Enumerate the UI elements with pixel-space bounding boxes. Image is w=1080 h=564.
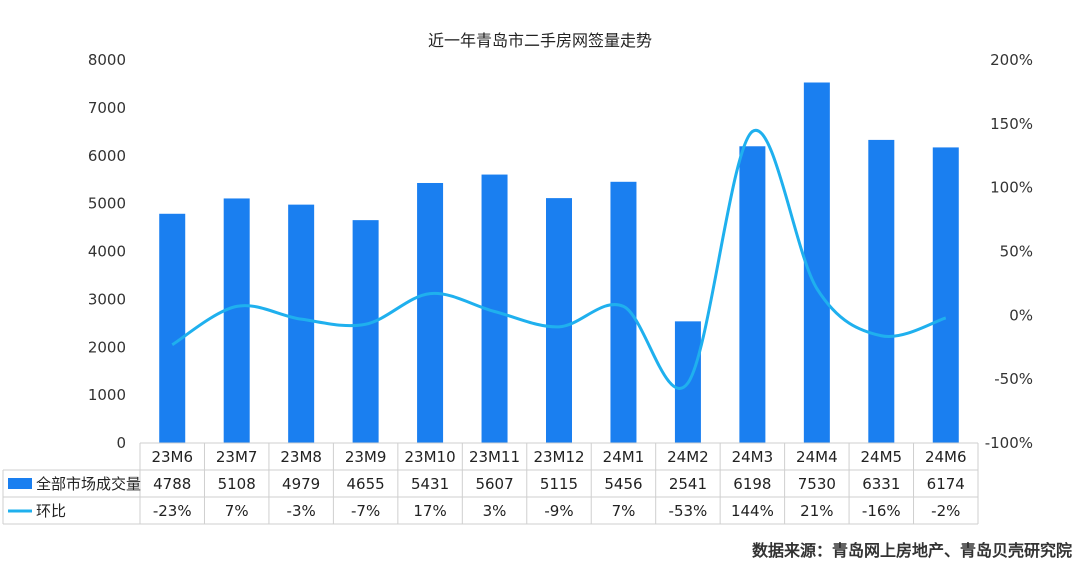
left-axis-tick-label: 4000 xyxy=(88,243,126,261)
x-tick-label: 23M11 xyxy=(469,448,520,466)
bar xyxy=(610,181,637,443)
right-axis-tick-label: 100% xyxy=(990,179,1033,197)
bar-value-label: 5431 xyxy=(411,475,449,493)
bar-value-label: 5108 xyxy=(218,475,256,493)
bar-value-label: 5115 xyxy=(540,475,578,493)
bar-value-label: 4788 xyxy=(153,475,191,493)
bar xyxy=(288,204,315,443)
bar xyxy=(417,182,444,443)
x-tick-label: 23M7 xyxy=(216,448,258,466)
line-value-label: -53% xyxy=(669,502,708,520)
line-value-label: 7% xyxy=(612,502,636,520)
bar-value-label: 2541 xyxy=(669,475,707,493)
right-axis-tick-label: 50% xyxy=(1000,243,1033,261)
line-value-label: 144% xyxy=(731,502,774,520)
left-axis-tick-label: 5000 xyxy=(88,195,126,213)
x-tick-label: 24M1 xyxy=(603,448,645,466)
bar xyxy=(159,213,186,443)
bar xyxy=(352,220,379,443)
bar-value-label: 4655 xyxy=(347,475,385,493)
bar xyxy=(868,139,895,443)
line-value-label: -16% xyxy=(862,502,901,520)
line-value-label: -9% xyxy=(544,502,573,520)
line-value-label: 17% xyxy=(413,502,446,520)
left-axis-tick-label: 1000 xyxy=(88,386,126,404)
bar xyxy=(223,198,250,443)
x-tick-label: 24M2 xyxy=(667,448,709,466)
bar xyxy=(546,198,572,443)
line-value-label: 3% xyxy=(483,502,507,520)
left-axis-tick-label: 3000 xyxy=(88,290,126,308)
bar-value-label: 6174 xyxy=(927,475,965,493)
x-tick-label: 23M10 xyxy=(405,448,456,466)
bar-value-label: 5456 xyxy=(604,475,642,493)
legend-bar-swatch xyxy=(8,478,32,489)
x-tick-label: 23M6 xyxy=(151,448,193,466)
bar-value-label: 7530 xyxy=(798,475,836,493)
x-tick-label: 23M9 xyxy=(345,448,387,466)
left-axis-tick-label: 2000 xyxy=(88,338,126,356)
left-axis-tick-label: 7000 xyxy=(88,99,126,117)
legend-line-label: 环比 xyxy=(36,502,66,520)
chart-title: 近一年青岛市二手房网签量走势 xyxy=(428,31,652,50)
x-tick-label: 23M12 xyxy=(533,448,584,466)
line-value-label: -2% xyxy=(931,502,960,520)
x-tick-label: 24M4 xyxy=(796,448,838,466)
legend-bar-label: 全部市场成交量 xyxy=(36,475,141,493)
bar xyxy=(932,147,959,444)
right-axis-tick-label: 0% xyxy=(1009,306,1033,324)
right-axis-tick-label: 200% xyxy=(990,51,1033,69)
x-tick-label: 24M6 xyxy=(925,448,967,466)
bar-value-label: 6198 xyxy=(733,475,771,493)
left-axis-tick-label: 0 xyxy=(116,434,126,452)
right-axis-tick-label: -50% xyxy=(994,370,1033,388)
bar xyxy=(803,82,830,443)
line-value-label: 7% xyxy=(225,502,249,520)
line-value-label: -23% xyxy=(153,502,192,520)
line-value-label: -7% xyxy=(351,502,380,520)
bar-value-label: 4979 xyxy=(282,475,320,493)
x-tick-label: 24M3 xyxy=(732,448,774,466)
bar-value-label: 5607 xyxy=(475,475,513,493)
left-axis-tick-label: 8000 xyxy=(88,51,126,69)
right-axis-tick-label: 150% xyxy=(990,115,1033,133)
left-axis-tick-label: 6000 xyxy=(88,147,126,165)
right-axis-tick-label: -100% xyxy=(985,434,1033,452)
series-line xyxy=(171,128,947,390)
line-value-label: -3% xyxy=(287,502,316,520)
source-note: 数据来源：青岛网上房地产、青岛贝壳研究院 xyxy=(752,541,1072,560)
bar-value-label: 6331 xyxy=(862,475,900,493)
x-tick-label: 23M8 xyxy=(280,448,322,466)
line-value-label: 21% xyxy=(800,502,833,520)
bar xyxy=(739,146,766,443)
x-tick-label: 24M5 xyxy=(861,448,903,466)
